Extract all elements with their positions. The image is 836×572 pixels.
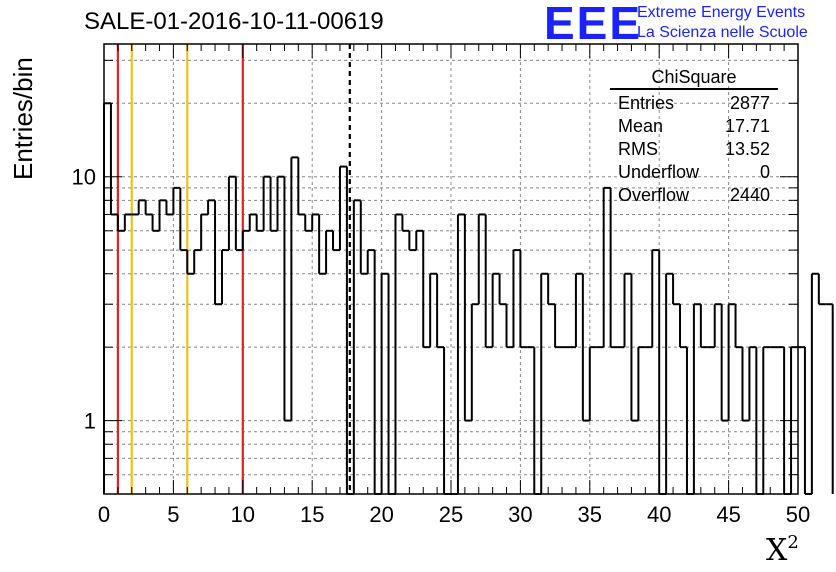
stats-row: RMS 13.52 [610,138,778,161]
stats-row-label: Underflow [618,162,700,182]
x-axis-label-base: X [766,533,788,568]
y-tick-label: 10 [72,165,96,190]
x-tick-label: 5 [167,502,179,527]
stats-box: ChiSquare Entries 2877 Mean 17.71 RMS 13.52 Un… [610,66,778,207]
x-tick-label: 15 [300,502,324,527]
stats-row: Underflow 0 [610,161,778,184]
stats-row-value: 13.52 [724,139,770,159]
y-tick-label: 1 [84,409,96,434]
x-tick-label: 10 [231,502,255,527]
stats-row-label: RMS [618,139,658,159]
eee-logo: EEE Extreme Energy Events La Scienza nel… [544,0,834,49]
x-tick-label: 50 [786,502,810,527]
stats-row-value: 2440 [729,185,770,205]
x-axis-label: X2 [766,532,799,568]
stats-box-rows: Entries 2877 Mean 17.71 RMS 13.52 Underflow 0 Ov… [610,92,778,207]
stats-row: Entries 2877 [610,92,778,115]
stats-row-label: Mean [618,116,664,136]
x-tick-label: 30 [508,502,532,527]
x-tick-label: 35 [578,502,602,527]
stats-row-label: Entries [618,93,675,113]
x-axis-label-sup: 2 [787,532,799,553]
x-tick-label: 20 [369,502,393,527]
stats-row-value: 0 [759,162,770,182]
eee-logo-line1: Extreme Energy Events [637,4,806,21]
stats-row: Mean 17.71 [610,115,778,138]
x-tick-label: 25 [439,502,463,527]
stats-row-value: 2877 [729,93,770,113]
x-tick-label: 45 [716,502,740,527]
x-tick-label: 0 [98,502,110,527]
x-tick-label: 40 [647,502,671,527]
stats-row-value: 17.71 [724,116,770,136]
stats-row-label: Overflow [618,185,690,205]
stats-box-title: ChiSquare [610,66,778,90]
eee-logo-line2: La Scienza nelle Scuole [637,24,808,41]
eee-logo-mark: EEE [544,0,643,49]
stats-row: Overflow 2440 [610,184,778,207]
chart-title: SALE-01-2016-10-11-00619 [84,8,384,35]
